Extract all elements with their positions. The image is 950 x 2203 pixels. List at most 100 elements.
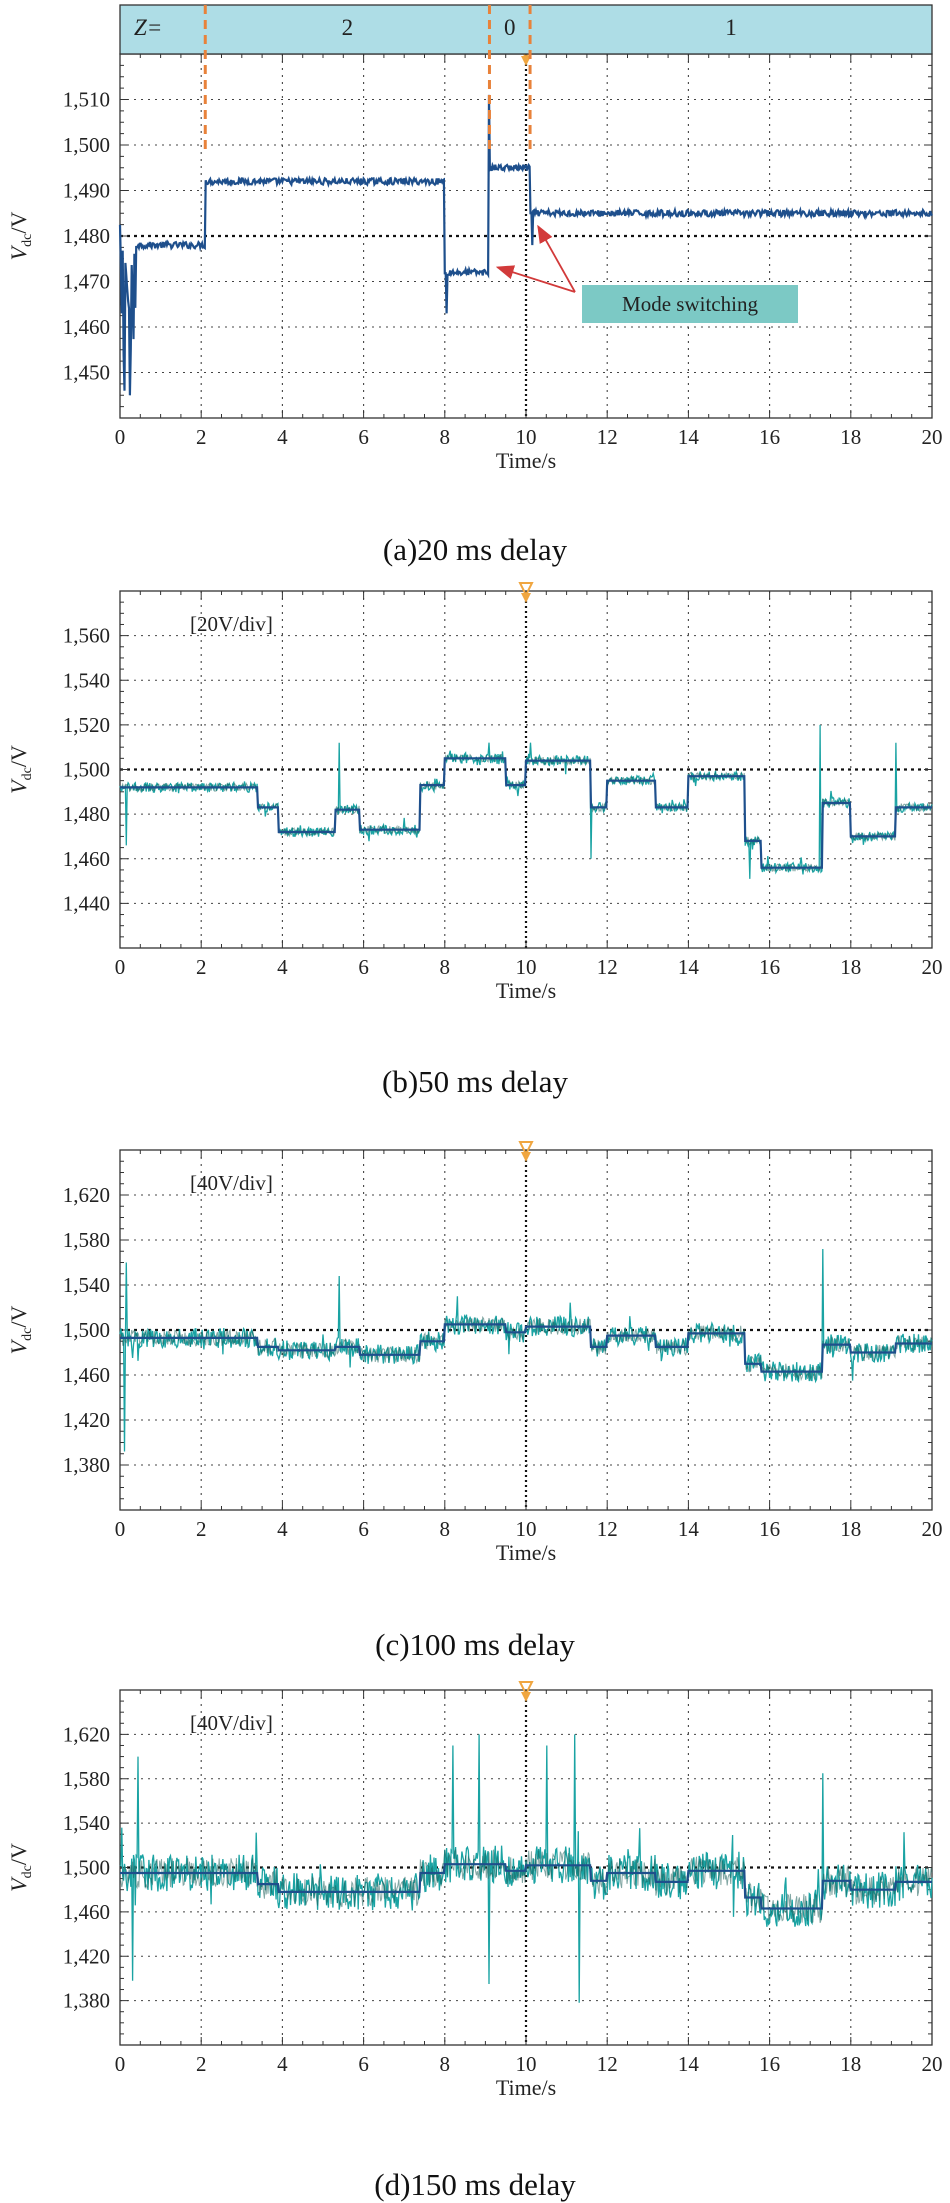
x-tick-label: 2 — [196, 425, 207, 449]
x-axis-title: Time/s — [496, 448, 556, 473]
y-tick-label: 1,420 — [63, 1408, 110, 1432]
x-tick-label: 4 — [277, 425, 288, 449]
x-tick-label: 10 — [516, 955, 537, 979]
trigger-marker-icon — [518, 1141, 534, 1157]
x-tick-label: 2 — [196, 1517, 207, 1541]
scale-label: [40V/div] — [190, 1711, 273, 1735]
x-tick-label: 14 — [678, 2052, 700, 2076]
scale-label: [20V/div] — [190, 612, 273, 636]
x-tick-label: 2 — [196, 955, 207, 979]
x-tick-label: 6 — [358, 1517, 369, 1541]
y-tick-label: 1,380 — [63, 1453, 110, 1477]
y-tick-label: 1,560 — [63, 624, 110, 648]
x-tick-label: 12 — [597, 955, 618, 979]
x-tick-label: 18 — [840, 425, 861, 449]
series-filtered-line — [120, 1323, 932, 1373]
series-vdc-line — [118, 94, 933, 396]
y-axis-unit: /V — [6, 212, 31, 234]
y-tick-label: 1,460 — [63, 1900, 110, 1924]
zone-label: 0 — [504, 15, 516, 40]
y-axis-subscript: dc — [20, 234, 35, 247]
y-axis-symbol: V — [6, 1876, 31, 1892]
y-axis-title: Vdc/V — [6, 1843, 35, 1892]
y-tick-label: 1,580 — [63, 1228, 110, 1252]
trigger-marker-icon — [518, 1681, 534, 1697]
mode-zone-band — [119, 4, 933, 55]
trigger-marker-icon — [521, 593, 531, 603]
annotation-arrow — [495, 265, 576, 293]
x-tick-label: 14 — [678, 1517, 700, 1541]
x-tick-label: 8 — [440, 425, 451, 449]
x-tick-label: 4 — [277, 2052, 288, 2076]
x-axis-title: Time/s — [496, 978, 556, 1003]
y-tick-label: 1,500 — [63, 1856, 110, 1880]
y-axis-title: Vdc/V — [6, 212, 35, 261]
y-axis-subscript: dc — [20, 1328, 35, 1341]
x-tick-label: 20 — [922, 425, 943, 449]
x-tick-label: 20 — [922, 1517, 943, 1541]
x-tick-label: 8 — [440, 2052, 451, 2076]
y-tick-label: 1,460 — [63, 1363, 110, 1387]
x-tick-label: 6 — [358, 425, 369, 449]
y-axis-symbol: V — [6, 778, 31, 794]
trigger-marker-icon — [521, 1152, 531, 1162]
x-tick-label: 0 — [115, 1517, 126, 1541]
zone-prefix-symbol: Z= — [134, 15, 162, 40]
x-tick-label: 16 — [759, 955, 780, 979]
panel-caption: (d)150 ms delay — [374, 2167, 576, 2202]
x-tick-label: 14 — [678, 955, 700, 979]
y-axis-symbol: V — [6, 244, 31, 260]
annotation-label: Mode switching — [622, 292, 758, 316]
series-measured-dark-line — [119, 1848, 933, 1924]
x-tick-label: 0 — [115, 425, 126, 449]
x-tick-label: 6 — [358, 2052, 369, 2076]
y-tick-label: 1,540 — [63, 668, 110, 692]
y-tick-label: 1,540 — [63, 1811, 110, 1835]
trigger-marker-icon — [521, 56, 531, 66]
y-axis-subscript: dc — [20, 767, 35, 780]
y-tick-label: 1,500 — [63, 758, 110, 782]
trigger-marker-icon — [521, 1692, 531, 1702]
panel-caption: (b)50 ms delay — [382, 1064, 568, 1099]
panel-a: 0 2 4 6 8 10 12 14 16 18 201,4501,4601,4701,4801,4… — [6, 4, 943, 567]
y-axis-subscript: dc — [20, 1865, 35, 1878]
annotation-arrow — [537, 224, 576, 293]
x-tick-label: 20 — [922, 955, 943, 979]
x-tick-label: 8 — [440, 955, 451, 979]
trigger-marker-icon — [518, 582, 534, 598]
x-axis-title: Time/s — [496, 1540, 556, 1565]
x-tick-label: 4 — [277, 955, 288, 979]
y-axis-title: Vdc/V — [6, 745, 35, 794]
x-tick-label: 14 — [678, 425, 700, 449]
y-axis-symbol: V — [6, 1338, 31, 1354]
y-tick-label: 1,420 — [63, 1944, 110, 1968]
scale-label: [40V/div] — [190, 1171, 273, 1195]
y-tick-label: 1,490 — [63, 179, 110, 203]
y-tick-label: 1,620 — [63, 1183, 110, 1207]
panel-b: 0 2 4 6 8 10 12 14 16 18 20 1,440 1,460 1,480 1,500 1,5… — [6, 582, 943, 1099]
x-tick-label: 12 — [597, 1517, 618, 1541]
y-tick-label: 1,440 — [63, 891, 110, 915]
x-tick-label: 10 — [516, 2052, 537, 2076]
x-tick-label: 4 — [277, 1517, 288, 1541]
y-tick-label: 1,460 — [63, 315, 110, 339]
panel-c: 0 2 4 6 8 10 12 14 16 18 20 1,380 1,420 1,460 1,500 1,5… — [6, 1141, 943, 1662]
x-tick-label: 10 — [516, 425, 537, 449]
x-tick-label: 12 — [597, 425, 618, 449]
y-axis-unit: /V — [6, 1843, 31, 1865]
x-tick-label: 16 — [759, 1517, 780, 1541]
x-tick-label: 18 — [840, 955, 861, 979]
y-tick-label: 1,480 — [63, 802, 110, 826]
y-tick-label: 1,460 — [63, 847, 110, 871]
y-tick-label: 1,500 — [63, 1318, 110, 1342]
x-tick-label: 0 — [115, 955, 126, 979]
x-tick-label: 16 — [759, 425, 780, 449]
zone-label: 1 — [725, 15, 737, 40]
x-tick-label: 18 — [840, 2052, 861, 2076]
x-tick-label: 0 — [115, 2052, 126, 2076]
x-tick-label: 10 — [516, 1517, 537, 1541]
y-tick-label: 1,510 — [63, 88, 110, 112]
series-filtered-line — [120, 757, 932, 869]
x-axis-title: Time/s — [496, 2075, 556, 2100]
